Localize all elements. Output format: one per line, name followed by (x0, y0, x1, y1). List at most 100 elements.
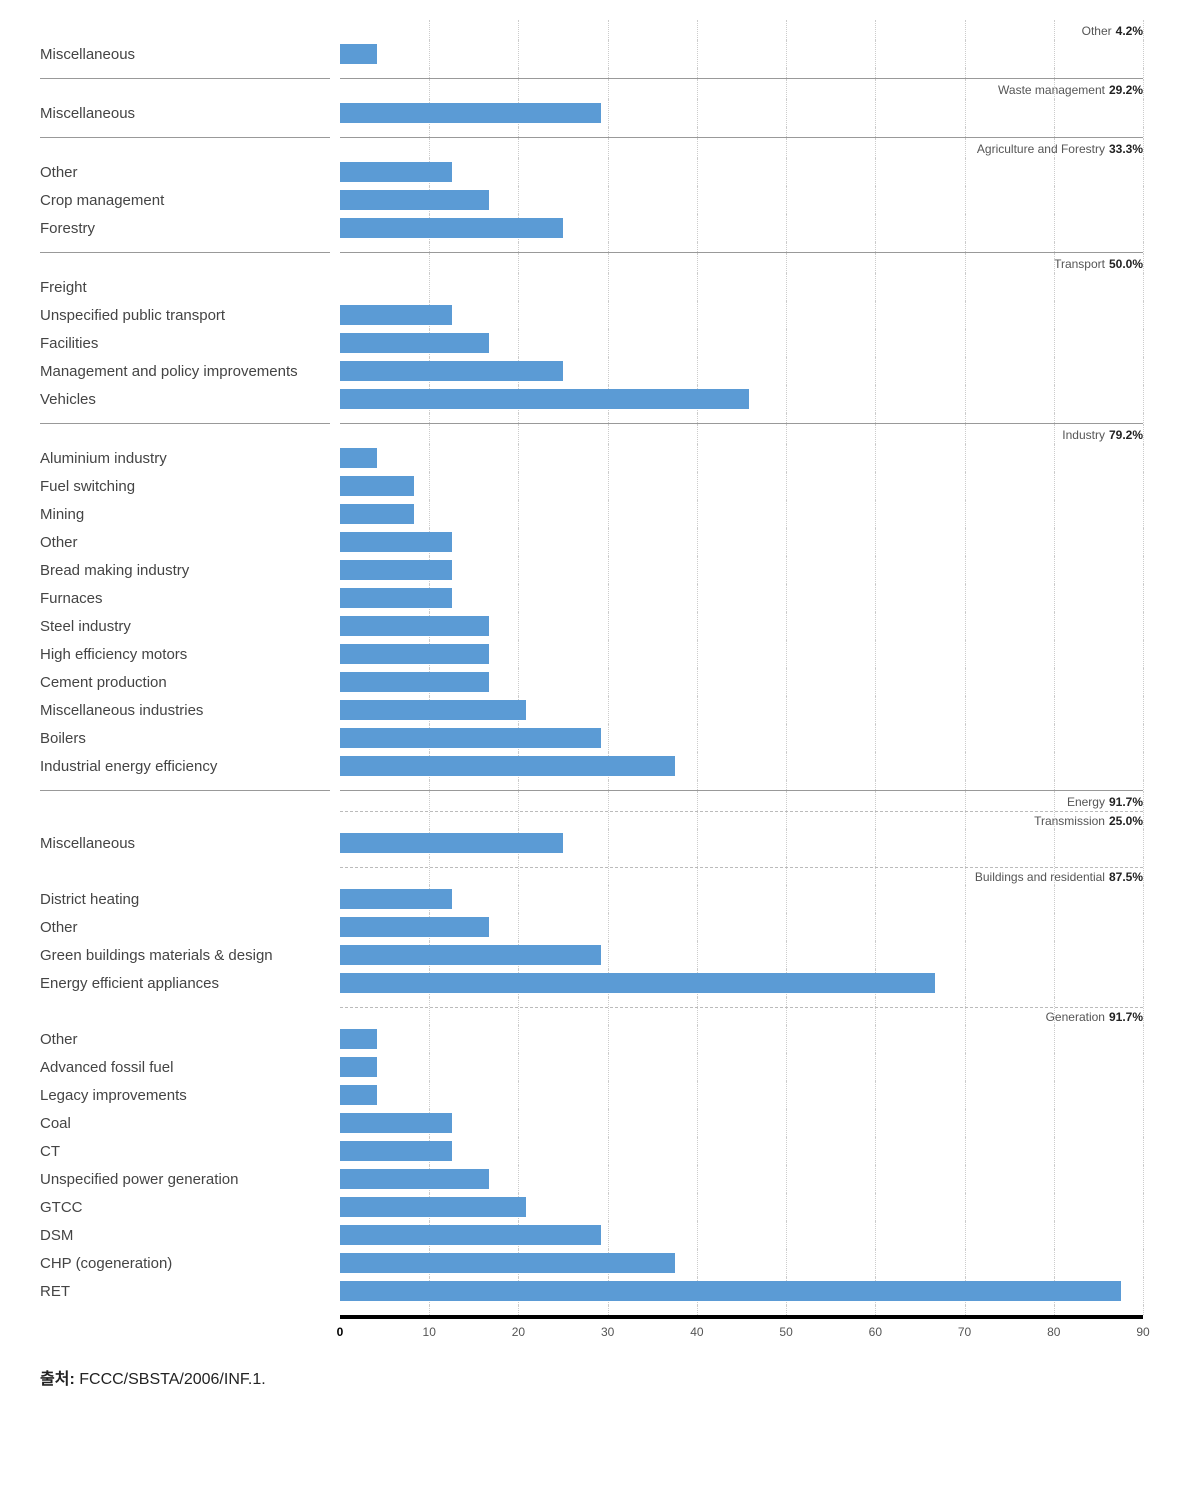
bar-row: Crop management (40, 186, 1143, 214)
bar-row: Steel industry (40, 612, 1143, 640)
row-bar-area (340, 1053, 1143, 1081)
section-heading: Industry79.2% (340, 424, 1143, 444)
section-pct: 4.2% (1116, 24, 1143, 38)
row-label: Other (40, 534, 340, 551)
row-bar-area (340, 444, 1143, 472)
axis-tick: 20 (512, 1325, 525, 1339)
bar-row: Legacy improvements (40, 1081, 1143, 1109)
bar (340, 917, 489, 937)
row-bar-area (340, 696, 1143, 724)
subsection-heading: Generation91.7% (340, 1007, 1143, 1025)
row-bar-area (340, 1193, 1143, 1221)
section-heading: Other 4.2% (340, 20, 1143, 40)
row-bar-area (340, 969, 1143, 997)
row-label: Cement production (40, 674, 340, 691)
bar-row: Miscellaneous (40, 40, 1143, 68)
row-label: Vehicles (40, 391, 340, 408)
section-title: Energy (1067, 795, 1105, 809)
bar-row: District heating (40, 885, 1143, 913)
row-label: Freight (40, 279, 340, 296)
bar (340, 588, 452, 608)
row-bar-area (340, 40, 1143, 68)
x-axis: 0102030405060708090 (340, 1315, 1143, 1345)
bar (340, 945, 601, 965)
bar (340, 361, 563, 381)
row-label: CT (40, 1143, 340, 1160)
row-label: Advanced fossil fuel (40, 1059, 340, 1076)
source-label: 출처: (40, 1371, 75, 1388)
row-label: High efficiency motors (40, 646, 340, 663)
subsection-heading: Transmission25.0% (340, 811, 1143, 829)
bar-row: Other (40, 528, 1143, 556)
subsection-title: Buildings and residential (975, 870, 1105, 884)
axis-tick: 10 (423, 1325, 436, 1339)
bar (340, 1029, 377, 1049)
row-bar-area (340, 301, 1143, 329)
x-axis-ticks: 0102030405060708090 (340, 1319, 1143, 1345)
row-label: Unspecified public transport (40, 307, 340, 324)
bar (340, 476, 414, 496)
bar (340, 1113, 452, 1133)
row-label: Mining (40, 506, 340, 523)
row-label: Other (40, 164, 340, 181)
row-label: Fuel switching (40, 478, 340, 495)
bar (340, 1281, 1121, 1301)
bar-row: Industrial energy efficiency (40, 752, 1143, 780)
row-bar-area (340, 913, 1143, 941)
section-title: Industry (1062, 428, 1105, 442)
bar-row: Facilities (40, 329, 1143, 357)
row-bar-area (340, 214, 1143, 242)
section-title: Waste management (998, 83, 1105, 97)
row-bar-area (340, 752, 1143, 780)
row-label: District heating (40, 891, 340, 908)
bar (340, 616, 489, 636)
section-heading: Agriculture and Forestry33.3% (340, 138, 1143, 158)
axis-tick: 80 (1047, 1325, 1060, 1339)
row-bar-area (340, 528, 1143, 556)
bar-row: Bread making industry (40, 556, 1143, 584)
bar (340, 532, 452, 552)
subsection-heading: Buildings and residential87.5% (340, 867, 1143, 885)
subsection-title: Generation (1046, 1010, 1105, 1024)
subsection-title: Transmission (1034, 814, 1105, 828)
row-bar-area (340, 1221, 1143, 1249)
section-title: Transport (1054, 257, 1105, 271)
row-label: Management and policy improvements (40, 363, 340, 380)
chart-container: Other 4.2% Miscellaneous Waste management 29… (40, 20, 1143, 1345)
bar (340, 305, 452, 325)
section-pct: 29.2% (1109, 83, 1143, 97)
row-bar-area (340, 584, 1143, 612)
chart-root: Other 4.2% Miscellaneous Waste management 29… (40, 20, 1143, 1315)
bar (340, 728, 601, 748)
row-label: Miscellaneous industries (40, 702, 340, 719)
row-bar-area (340, 385, 1143, 413)
row-bar-area (340, 357, 1143, 385)
row-label: DSM (40, 1227, 340, 1244)
section-pct: 33.3% (1109, 142, 1143, 156)
bar (340, 448, 377, 468)
bar (340, 1225, 601, 1245)
section-heading: Energy91.7% (340, 791, 1143, 811)
row-label: Boilers (40, 730, 340, 747)
bar-row: Other (40, 913, 1143, 941)
section-title: Other (1082, 24, 1112, 38)
bar (340, 103, 601, 123)
row-label: Other (40, 1031, 340, 1048)
axis-tick: 90 (1136, 1325, 1149, 1339)
bar (340, 889, 452, 909)
row-bar-area (340, 1025, 1143, 1053)
bar-row: Unspecified public transport (40, 301, 1143, 329)
row-bar-area (340, 1277, 1143, 1305)
bar-row: Forestry (40, 214, 1143, 242)
bar-row: Fuel switching (40, 472, 1143, 500)
bar-row: Vehicles (40, 385, 1143, 413)
row-label: Crop management (40, 192, 340, 209)
bar-row: Cement production (40, 668, 1143, 696)
section-pct: 50.0% (1109, 257, 1143, 271)
row-label: Other (40, 919, 340, 936)
bar-row: GTCC (40, 1193, 1143, 1221)
row-bar-area (340, 556, 1143, 584)
row-bar-area (340, 885, 1143, 913)
row-label: Forestry (40, 220, 340, 237)
bar-row: Energy efficient appliances (40, 969, 1143, 997)
